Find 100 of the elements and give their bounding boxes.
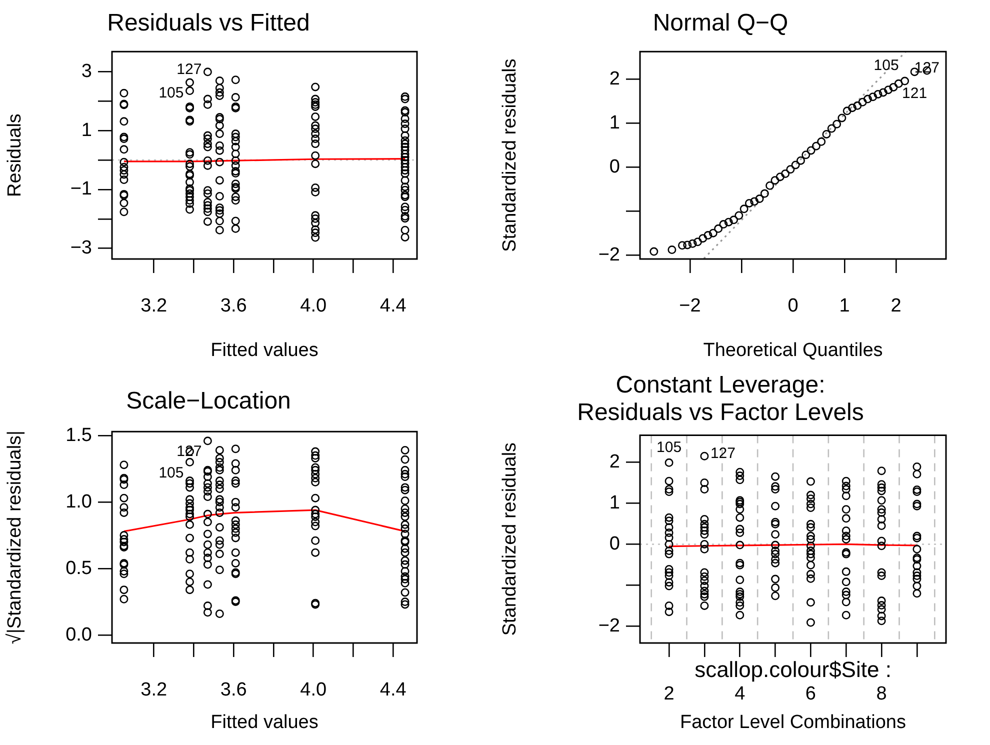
point [806,477,815,486]
point [400,504,410,513]
point [231,156,240,165]
point [120,162,128,172]
point [215,206,224,215]
point [650,247,658,256]
point [806,560,815,570]
point [736,592,744,601]
point [736,472,744,480]
point [740,204,748,214]
point [203,472,212,482]
point [877,505,886,514]
point [311,474,320,482]
point [400,472,410,482]
point [185,458,194,466]
point [700,452,709,460]
point [877,483,886,492]
point [120,134,128,144]
point [215,84,224,92]
point [400,530,410,538]
point [708,228,718,238]
point [215,498,224,506]
point [700,568,709,577]
point [842,610,850,620]
point [791,160,800,170]
point [120,538,128,546]
point [311,183,320,192]
point [120,158,128,166]
point [231,93,240,102]
point [120,535,128,544]
point [842,476,850,486]
point [185,512,194,521]
point [806,532,815,540]
y-tick-label: 2 [609,68,620,90]
point [771,583,780,592]
point [185,86,194,96]
point [400,114,410,124]
point [231,130,240,138]
point [700,582,709,590]
point [203,518,212,526]
point [806,490,815,500]
point [231,528,240,537]
point [231,76,240,84]
point [215,536,224,545]
point [878,88,888,97]
x-tick-label: −2 [679,296,701,317]
y-tick-label: 1 [81,120,92,141]
point [688,239,697,248]
point [311,506,320,514]
point [912,462,922,472]
point [842,505,850,514]
point [215,463,224,472]
point [700,526,709,535]
point [311,130,320,138]
point [311,94,320,104]
point [311,100,320,109]
point [771,574,780,584]
point [120,145,128,154]
x-tick-label: 1 [839,296,850,317]
point [400,159,410,168]
point [215,158,224,166]
point [771,482,780,491]
point [215,76,224,86]
point [400,600,410,609]
point [912,574,922,584]
point [400,142,410,152]
point [120,586,128,594]
point [185,162,194,171]
point [231,180,240,188]
point [311,134,320,144]
point [912,470,922,478]
x-axis-title: Factor Level Combinations [680,712,906,733]
point [203,134,212,144]
x-tick-label: 4.0 [300,680,327,701]
point [203,483,212,492]
point [203,554,212,562]
point [203,204,212,213]
point [700,485,709,494]
point [185,192,194,202]
chart-title: Scale−Location [126,387,291,414]
point [185,534,194,542]
point [771,546,780,556]
point [203,530,212,538]
point [400,176,410,185]
x-tick-label: 0 [788,296,798,317]
point [400,226,410,234]
point [832,120,842,128]
point [736,598,744,607]
point [877,508,886,517]
y-axis-title: Standardized residuals [500,58,521,252]
point [874,90,882,98]
point [771,550,780,558]
point [400,162,410,172]
point [842,598,850,606]
point [400,166,410,175]
point [311,447,320,456]
point [203,580,212,589]
x-tick-label: 3.6 [220,680,247,701]
point [400,508,410,517]
point [215,523,224,532]
